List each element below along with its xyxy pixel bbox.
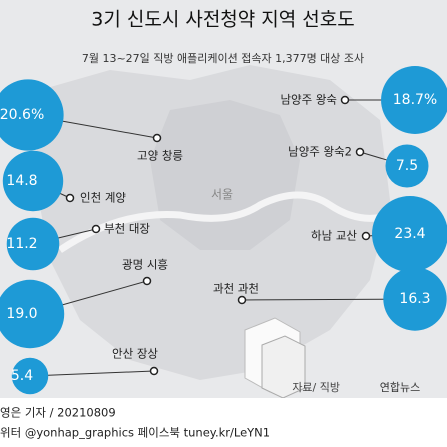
location-dot [142,276,152,286]
source: 자료/ 직방 [292,381,340,394]
seoul-region [150,100,300,250]
location-dot [149,366,159,376]
location-dot [65,193,75,203]
location-label: 과천 과천 [213,282,259,296]
value-label: 5.4 [11,368,33,384]
agency: 연합뉴스 [380,381,420,394]
social: 위터 @yonhap_graphics 페이스북 tuney.kr/LeYN1 [0,426,270,440]
location-label: 인천 계양 [80,191,126,205]
location-label: 남양주 왕숙2 [288,145,352,159]
title: 3기 신도시 사전청약 지역 선호도 [91,9,355,31]
subtitle: 7월 13~27일 직방 애플리케이션 접속자 1,377명 대상 조사 [82,51,364,65]
bubble [0,79,64,151]
value-label: 11.2 [6,236,37,252]
value-label: 23.4 [394,226,425,242]
location-label: 하남 교산 [311,229,357,243]
location-dot [340,95,350,105]
credit: 영은 기자 / 20210809 [0,406,116,420]
value-label: 16.3 [399,291,430,307]
buildings-icon [244,317,306,399]
bubble [0,279,65,349]
location-label: 부천 대장 [104,222,150,236]
location-dot [152,133,162,143]
location-label: 안산 장상 [112,347,158,361]
bubble [381,66,447,134]
value-label: 14.8 [6,173,37,189]
footer-bg [0,398,447,447]
bubble [6,217,60,271]
value-label: 19.0 [6,306,37,322]
bubble [385,144,429,188]
value-label: 18.7% [393,92,437,108]
bubble [11,357,49,395]
bubble [383,267,447,331]
bubble [2,150,64,212]
value-label: 7.5 [396,158,418,174]
bubble [372,196,447,272]
value-label: 20.6% [0,107,44,123]
leader-line [29,370,155,377]
map-label: 서울 [211,188,233,202]
location-label: 남양주 왕숙 [280,93,337,107]
location-label: 고양 창릉 [137,149,183,163]
location-dot [91,224,101,234]
location-dot [361,231,371,241]
location-label: 광명 시흥 [122,258,168,272]
location-dot [355,147,365,157]
river [58,191,392,253]
location-dot [237,295,247,305]
